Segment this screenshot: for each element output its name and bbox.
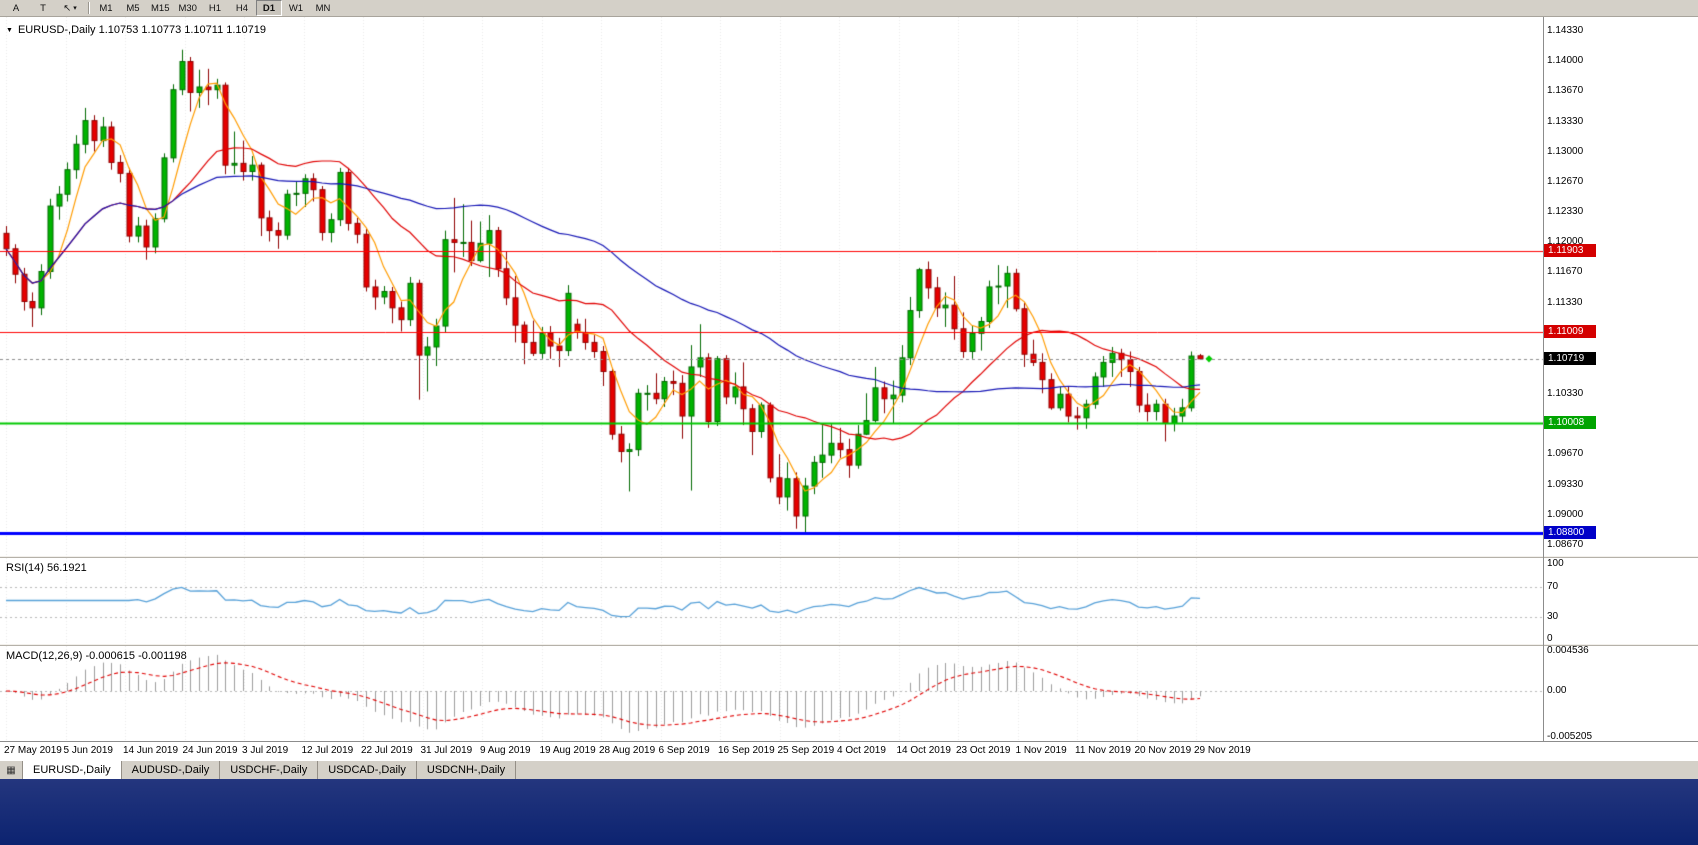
rsi-canvas[interactable]: [0, 558, 1543, 644]
price-axis-label: 1.14330: [1547, 24, 1584, 36]
date-axis-label: 28 Aug 2019: [599, 745, 656, 756]
price-axis-label: 1.12000: [1547, 236, 1584, 248]
price-badge-1.08800: 1.08800: [1544, 526, 1596, 540]
rsi-indicator-label: RSI(14) 56.1921: [6, 562, 87, 574]
price-badge-1.10008: 1.10008: [1544, 416, 1596, 430]
taskbar: [0, 779, 1698, 845]
chart-info-line: ▼ EURUSD-,Daily 1.10753 1.10773 1.10711 …: [6, 24, 266, 36]
date-axis-label: 19 Aug 2019: [539, 745, 596, 756]
timeframe-button-m30[interactable]: M30: [178, 2, 197, 14]
date-axis-label: 29 Nov 2019: [1194, 745, 1251, 756]
date-axis-label: 14 Jun 2019: [123, 745, 179, 756]
cursor-tool-button[interactable]: ↖ ▾: [57, 0, 83, 16]
chart-tab-usdcnh[interactable]: USDCNH-,Daily: [416, 761, 517, 779]
timeframe-button-m5[interactable]: M5: [126, 2, 140, 14]
date-axis: 27 May 2019 5 Jun 2019 14 Jun 2019 24 Jun 2…: [0, 741, 1698, 760]
date-axis-label: 4 Oct 2019: [837, 745, 886, 756]
chart-tab-eurusd[interactable]: EURUSD-,Daily: [23, 761, 122, 779]
toolbar-separator: [88, 2, 89, 14]
price-axis-label: 1.13670: [1547, 84, 1584, 96]
date-axis-label: 9 Aug 2019: [480, 745, 531, 756]
rsi-panel: RSI(14) 56.1921 100 70 30 0: [0, 558, 1698, 644]
chart-ohlc-text: EURUSD-,Daily 1.10753 1.10773 1.10711 1.…: [17, 24, 267, 36]
toolbar-button-t[interactable]: T: [40, 2, 46, 14]
date-axis-label: 14 Oct 2019: [896, 745, 951, 756]
rsi-axis-label: 70: [1547, 580, 1559, 592]
toolbar-button-a[interactable]: A: [12, 2, 20, 14]
date-axis-label: 23 Oct 2019: [956, 745, 1011, 756]
date-axis-label: 31 Jul 2019: [420, 745, 473, 756]
timeframe-button-d1[interactable]: D1: [255, 0, 282, 16]
date-axis-label: 5 Jun 2019: [63, 745, 114, 756]
rsi-axis-label: 30: [1547, 610, 1559, 622]
date-axis-label: 3 Jul 2019: [242, 745, 289, 756]
cursor-icon: ↖: [63, 2, 72, 14]
price-axis-border: [1543, 17, 1544, 741]
macd-axis-label: 0.004536: [1547, 645, 1589, 657]
date-axis-label: 20 Nov 2019: [1134, 745, 1192, 756]
chart-tab-usdchf[interactable]: USDCHF-,Daily: [220, 761, 319, 779]
macd-axis-label: -0.005205: [1547, 730, 1593, 742]
price-axis-label: 1.13330: [1547, 115, 1584, 127]
chart-windows-icon[interactable]: ▦: [0, 761, 23, 779]
macd-panel: MACD(12,26,9) -0.000615 -0.001198 0.0045…: [0, 645, 1698, 742]
price-axis-label: 1.11330: [1547, 297, 1583, 309]
price-badge-1.11903: 1.11903: [1544, 244, 1596, 258]
date-axis-label: 25 Sep 2019: [777, 745, 835, 756]
price-axis-label: 1.09000: [1547, 509, 1584, 521]
macd-axis-label: 0.00: [1547, 684, 1567, 696]
timeframe-button-m15[interactable]: M15: [151, 2, 170, 14]
price-axis-label: 1.08670: [1547, 539, 1584, 551]
macd-indicator-label: MACD(12,26,9) -0.000615 -0.001198: [6, 650, 187, 662]
macd-canvas[interactable]: [0, 646, 1543, 741]
price-axis-label: 1.14000: [1547, 54, 1584, 66]
chart-menu-caret-icon: ▼: [6, 26, 13, 34]
price-axis-label: 1.13000: [1547, 145, 1584, 157]
price-axis-label: 1.12670: [1547, 175, 1584, 187]
price-axis-label: 1.09670: [1547, 448, 1584, 460]
price-axis-label: 1.11670: [1547, 266, 1583, 278]
date-axis-label: 6 Sep 2019: [658, 745, 710, 756]
price-chart-canvas[interactable]: [0, 17, 1543, 556]
date-axis-label: 22 Jul 2019: [361, 745, 413, 756]
panel-splitter[interactable]: [0, 644, 1698, 646]
date-axis-label: 16 Sep 2019: [718, 745, 775, 756]
price-badge-1.11009: 1.11009: [1544, 325, 1596, 339]
timeframe-button-h4[interactable]: H4: [235, 2, 249, 14]
chart-tab-bar: ▦ EURUSD-,Daily AUDUSD-,Daily USDCHF-,Daily…: [0, 760, 1698, 779]
rsi-axis-label: 0: [1547, 633, 1553, 645]
date-axis-label: 1 Nov 2019: [1015, 745, 1067, 756]
date-axis-label: 24 Jun 2019: [182, 745, 238, 756]
price-axis-label: 1.09330: [1547, 479, 1584, 491]
chart-tab-audusd[interactable]: AUDUSD-,Daily: [121, 761, 221, 779]
main-chart-panel: ▼ EURUSD-,Daily 1.10753 1.10773 1.10711 …: [0, 17, 1698, 556]
chart-tab-usdcad[interactable]: USDCAD-,Daily: [318, 761, 417, 779]
rsi-axis-label: 100: [1547, 558, 1564, 570]
price-axis-label: 1.10330: [1547, 388, 1584, 400]
timeframe-button-m1[interactable]: M1: [99, 2, 113, 14]
caret-down-icon: ▾: [73, 5, 77, 12]
timeframe-button-w1[interactable]: W1: [288, 2, 304, 14]
price-badge-1.10719: 1.10719: [1544, 351, 1596, 365]
panel-splitter[interactable]: [0, 556, 1698, 558]
date-axis-label: 11 Nov 2019: [1075, 745, 1131, 756]
price-axis-label: 1.12330: [1547, 206, 1584, 218]
date-axis-label: 27 May 2019: [4, 745, 62, 756]
timeframe-button-h1[interactable]: H1: [208, 2, 222, 14]
top-toolbar: A T ↖ ▾ M1 M5 M15 M30 H1 H4 D1 W1 MN: [0, 0, 1698, 17]
date-axis-label: 12 Jul 2019: [301, 745, 354, 756]
timeframe-button-mn[interactable]: MN: [315, 2, 331, 14]
